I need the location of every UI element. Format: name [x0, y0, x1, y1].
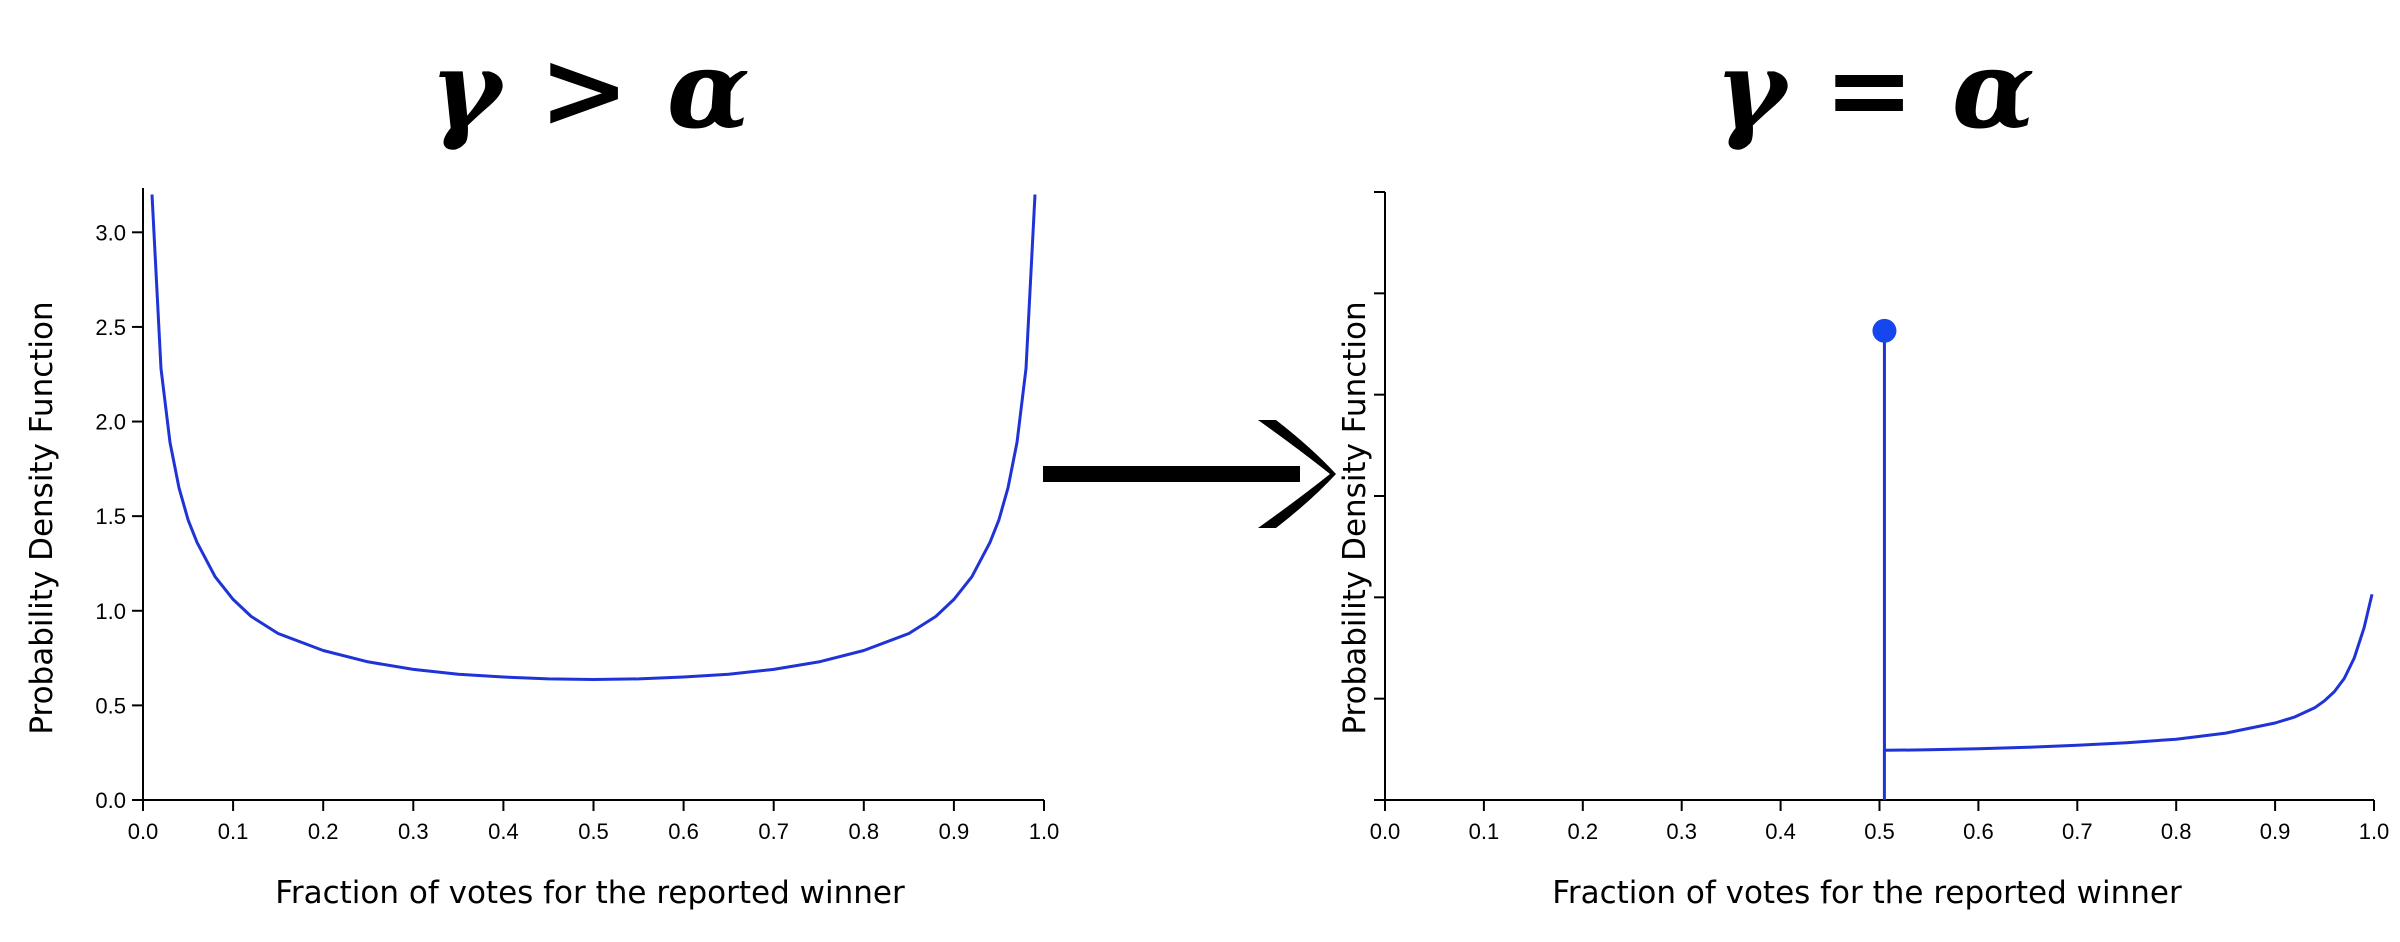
x-tick-label: 0.1 — [218, 819, 249, 844]
x-tick-label: 0.1 — [1469, 819, 1500, 844]
x-tick-label: 0.6 — [668, 819, 699, 844]
transition-arrow — [1043, 420, 1336, 528]
series-line — [1882, 593, 2374, 800]
y-tick-label: 3.0 — [95, 220, 126, 245]
y-tick-label: 0.0 — [95, 788, 126, 813]
chart-right-ylabel: Probability Density Function — [1337, 301, 1373, 734]
series-line — [150, 194, 1037, 681]
chart-right: γ = α 0.0 0.1 0.2 0.3 0.4 0.5 0.6 0.7 0.8 0.9 1.0 … — [1337, 27, 2389, 911]
y-tick-label: 1.0 — [95, 599, 126, 624]
chart-right-xlabel: Fraction of votes for the reported winne… — [1552, 875, 2182, 911]
x-tick-label: 0.4 — [1765, 819, 1796, 844]
x-tick-label: 0.6 — [1963, 819, 1994, 844]
chart-left-xlabel: Fraction of votes for the reported winne… — [275, 875, 905, 911]
x-tick-label: 0.0 — [128, 819, 159, 844]
x-tick-label: 0.2 — [308, 819, 339, 844]
x-tick-label: 0.0 — [1370, 819, 1401, 844]
y-tick-label: 1.5 — [95, 504, 126, 529]
chart-left-title: γ > α — [430, 27, 750, 153]
x-tick-label: 1.0 — [1029, 819, 1060, 844]
arrow-head — [1258, 420, 1336, 528]
x-tick-label: 0.8 — [2161, 819, 2192, 844]
x-tick-label: 0.3 — [398, 819, 429, 844]
x-tick-label: 1.0 — [2359, 819, 2390, 844]
chart-right-title: γ = α — [1715, 27, 2035, 153]
x-tick-label: 0.8 — [849, 819, 880, 844]
x-tick-label: 0.7 — [758, 819, 789, 844]
x-tick-label: 0.3 — [1666, 819, 1697, 844]
y-tick-label: 2.5 — [95, 315, 126, 340]
x-tick-label: 0.2 — [1568, 819, 1599, 844]
chart-left: γ > α 0.0 0.1 0.2 0.3 0.4 0.5 0.6 0.7 0.8 0.9 1.00… — [24, 27, 1059, 911]
x-tick-label: 0.4 — [488, 819, 519, 844]
y-tick-label: 2.0 — [95, 410, 126, 435]
x-tick-label: 0.5 — [1864, 819, 1895, 844]
x-tick-label: 0.7 — [2062, 819, 2093, 844]
x-tick-label: 0.9 — [939, 819, 970, 844]
y-tick-label: 0.5 — [95, 693, 126, 718]
chart-right-plot: 0.0 0.1 0.2 0.3 0.4 0.5 0.6 0.7 0.8 0.9 1.0 — [1370, 191, 2390, 844]
x-tick-label: 0.5 — [578, 819, 609, 844]
chart-left-plot: 0.0 0.1 0.2 0.3 0.4 0.5 0.6 0.7 0.8 0.9 1.0 0.0 0.5 1… — [95, 188, 1059, 844]
x-tick-label: 0.9 — [2260, 819, 2291, 844]
chart-left-ylabel: Probability Density Function — [24, 301, 60, 734]
point-mass-marker — [1872, 318, 1897, 343]
